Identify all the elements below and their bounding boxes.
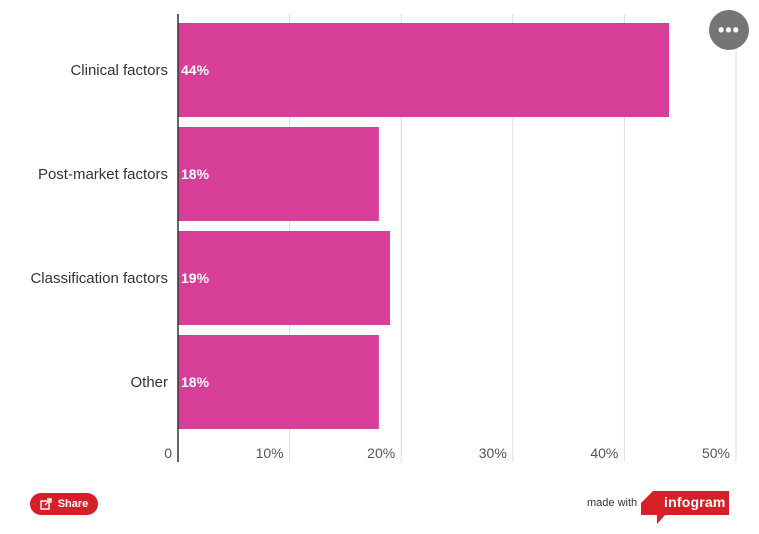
bar-chart: 44% Clinical factors 18% Post-market factor… (30, 14, 737, 462)
category-label: Classification factors (30, 270, 168, 287)
bar-value-label: 18% (181, 166, 210, 182)
category-label: Clinical factors (70, 62, 168, 79)
bar (178, 23, 670, 117)
bar-value-label: 18% (181, 374, 210, 390)
x-tick-label: 40% (590, 445, 618, 461)
bar (178, 127, 379, 221)
x-tick-label: 0 (164, 445, 172, 461)
made-with-label: made with (587, 497, 638, 509)
category-label: Post-market factors (38, 166, 168, 183)
x-tick-label: 10% (256, 445, 284, 461)
infogram-logo[interactable] (641, 491, 729, 524)
share-label: Share (57, 498, 89, 510)
x-tick-label: 20% (367, 445, 395, 461)
share-icon (40, 498, 52, 510)
x-tick-label: 30% (479, 445, 507, 461)
more-options-button[interactable]: ••• (709, 10, 749, 50)
share-button[interactable]: Share (30, 493, 98, 515)
category-label: Other (130, 374, 168, 391)
infogram-brand-label: infogram (664, 494, 726, 510)
bar-value-label: 44% (181, 62, 210, 78)
bar (178, 231, 391, 325)
x-tick-label: 50% (702, 445, 730, 461)
bar (178, 335, 379, 429)
bar-value-label: 19% (181, 270, 210, 286)
more-icon: ••• (718, 20, 740, 40)
